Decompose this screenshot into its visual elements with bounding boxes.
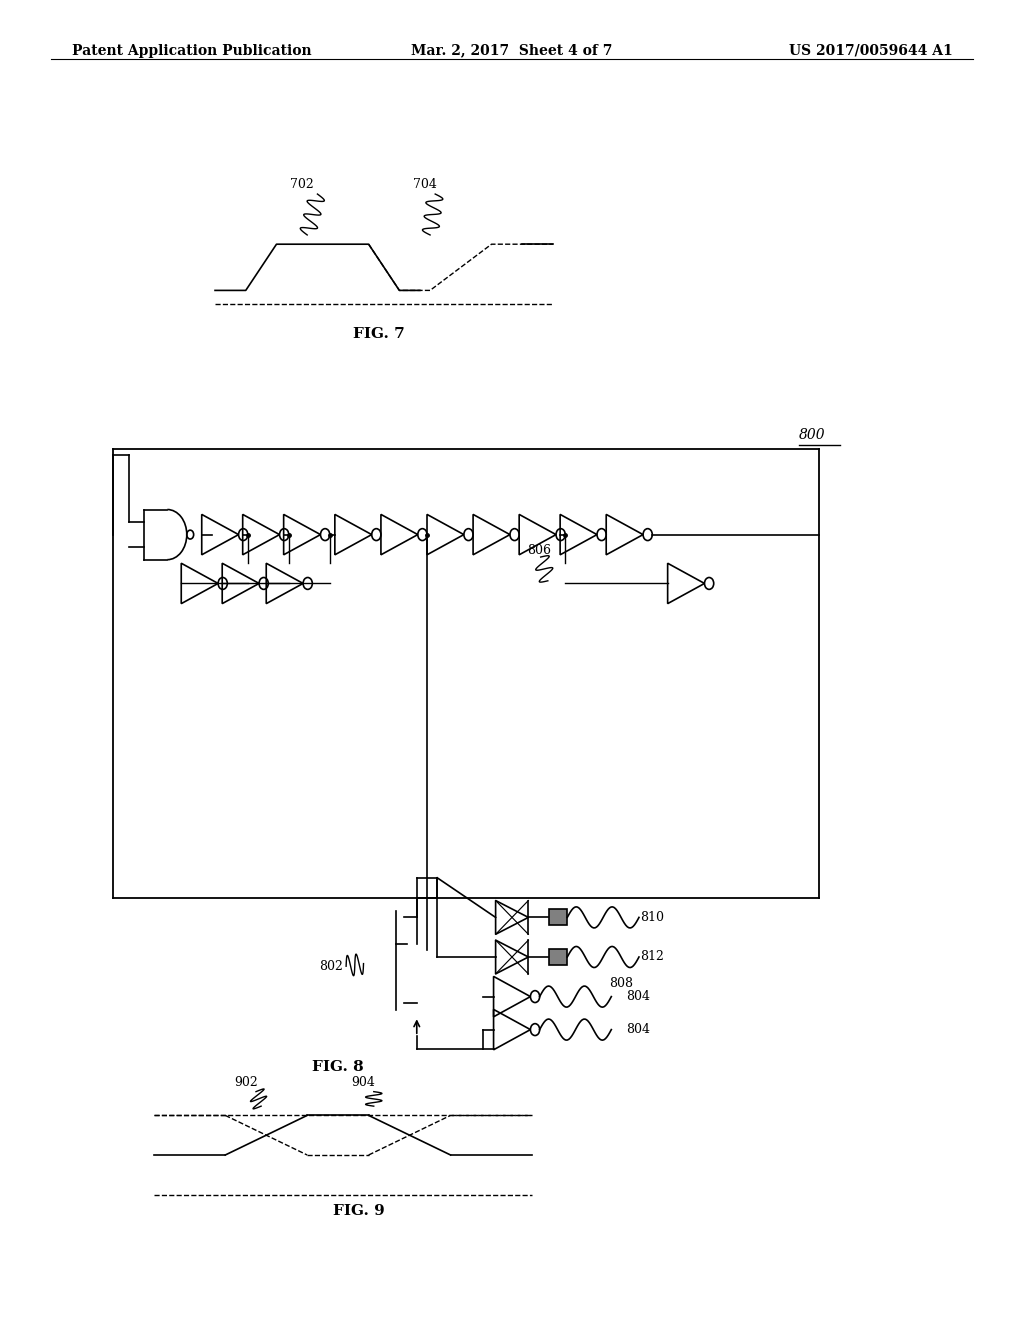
Text: FIG. 8: FIG. 8 — [312, 1060, 364, 1074]
Text: FIG. 7: FIG. 7 — [353, 327, 404, 342]
Bar — [549, 949, 567, 965]
Text: 804: 804 — [626, 990, 649, 1003]
Text: 802: 802 — [319, 960, 343, 973]
Text: 810: 810 — [640, 911, 664, 924]
Text: 806: 806 — [527, 544, 551, 557]
Bar — [549, 909, 567, 925]
Text: Mar. 2, 2017  Sheet 4 of 7: Mar. 2, 2017 Sheet 4 of 7 — [412, 44, 612, 58]
Text: US 2017/0059644 A1: US 2017/0059644 A1 — [788, 44, 952, 58]
Text: 904: 904 — [351, 1076, 376, 1089]
Text: 902: 902 — [233, 1076, 258, 1089]
Text: 704: 704 — [413, 178, 437, 191]
Text: FIG. 9: FIG. 9 — [333, 1204, 384, 1218]
Text: 702: 702 — [290, 178, 314, 191]
Text: 812: 812 — [640, 950, 664, 964]
Text: 804: 804 — [626, 1023, 649, 1036]
Text: 800: 800 — [799, 428, 825, 442]
Text: Patent Application Publication: Patent Application Publication — [72, 44, 311, 58]
Text: 808: 808 — [609, 977, 633, 990]
